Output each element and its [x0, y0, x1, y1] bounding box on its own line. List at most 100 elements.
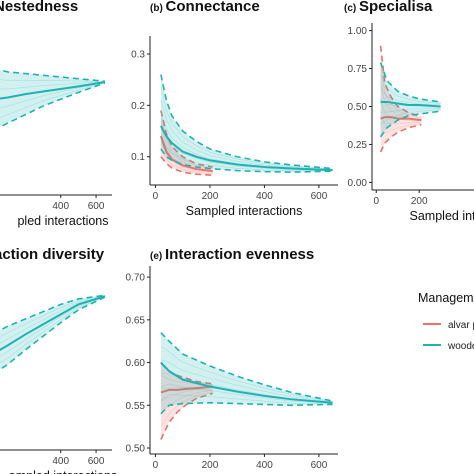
plot-area-a — [0, 69, 106, 128]
ci-upper-wooded — [379, 62, 441, 103]
sample-trace-wooded — [380, 109, 441, 125]
y-tick-label: 0.00 — [348, 178, 368, 189]
ci-upper-wooded — [0, 294, 106, 332]
x-axis-label-a: pled interactions — [17, 214, 108, 228]
sample-trace-alvar — [160, 389, 213, 415]
mean-line-wooded — [0, 81, 106, 100]
panel-a: Nestedness 400 600 pled interactions — [0, 0, 112, 228]
ci-lower-wooded — [0, 82, 106, 128]
x-axis-label-b: Sampled interactions — [186, 204, 303, 218]
ci-lower-wooded — [379, 110, 441, 138]
mean-line-wooded — [0, 295, 106, 351]
mean-line-wooded — [380, 100, 441, 108]
x-tick-label: 600 — [88, 201, 105, 212]
plot-area-c — [379, 45, 441, 153]
legend-label-wooded: woode — [447, 341, 474, 352]
mean-line-alvar — [160, 385, 213, 394]
ci-lower-alvar — [379, 123, 422, 153]
panel-name-c: Specialisa — [359, 0, 433, 15]
y-tick-label: 0.25 — [348, 140, 368, 151]
legend: Managem alvar p woode — [418, 291, 474, 352]
legend-title: Managem — [418, 291, 474, 305]
x-tick-label: 600 — [311, 191, 328, 202]
plot-area-b — [159, 74, 333, 177]
ci-band-wooded — [160, 74, 333, 173]
mean-line-alvar — [380, 116, 422, 122]
sample-trace-wooded — [0, 82, 106, 118]
x-tick-label: 400 — [256, 191, 273, 202]
y-tick-label: 1.00 — [348, 26, 368, 37]
panel-name-e: Interaction evenness — [165, 246, 314, 263]
sample-trace-wooded — [160, 345, 333, 402]
x-tick-label: 0 — [374, 196, 380, 207]
sample-trace-alvar — [160, 388, 213, 402]
sample-trace-alvar — [380, 123, 422, 135]
sample-trace-wooded — [0, 82, 105, 109]
panel-title-b: (b) Connectance — [150, 0, 260, 15]
sample-trace-alvar — [160, 148, 213, 175]
y-tick-label: 0.3 — [131, 49, 145, 60]
ci-band-wooded — [380, 62, 441, 137]
ci-lower-alvar — [160, 156, 213, 177]
y-tick-label: 0.50 — [126, 444, 146, 455]
sample-trace-wooded — [160, 86, 333, 170]
ci-upper-wooded — [0, 69, 106, 83]
sample-trace-alvar — [380, 63, 422, 119]
x-tick-label: 400 — [256, 460, 273, 471]
ci-upper-wooded — [160, 332, 333, 402]
panel-name-b: Connectance — [166, 0, 260, 15]
panel-name-d: action diversity — [0, 246, 105, 263]
y-tick-label: 0.55 — [126, 401, 146, 412]
sample-trace-wooded — [160, 383, 333, 404]
ci-band-wooded — [160, 332, 333, 414]
sample-trace-wooded — [0, 295, 105, 338]
panel-letter-e: (e) — [150, 251, 165, 262]
panel-d: action diversity 400 600 ampled interaction… — [0, 246, 117, 474]
sample-trace-wooded — [160, 394, 333, 405]
panel-name-a: Nestedness — [0, 0, 78, 15]
panel-b: (b) Connectance 0 200 400 600 0.1 0.2 0.3 Sample… — [131, 0, 338, 218]
ci-upper-alvar — [160, 110, 213, 168]
x-tick-label: 200 — [411, 196, 428, 207]
sample-trace-wooded — [0, 296, 106, 357]
sample-trace-wooded — [160, 124, 333, 171]
sample-trace-wooded — [160, 359, 333, 403]
x-axis-label-d: ampled interactions — [9, 469, 117, 474]
y-tick-label: 0.70 — [126, 273, 146, 284]
ci-band-alvar — [160, 110, 213, 176]
plot-area-e — [160, 332, 333, 440]
ci-band-wooded — [0, 70, 105, 127]
sample-trace-wooded — [0, 79, 105, 82]
panel-title-e: (e) Interaction evenness — [150, 246, 314, 263]
panel-c: (c) Specialisa 0 200 0.00 0.25 0.50 0.75 1.00 Sa… — [344, 0, 474, 223]
y-tick-label: 0.1 — [131, 152, 145, 163]
plot-area-d — [0, 294, 106, 371]
legend-item-wooded: woode — [423, 341, 474, 352]
panel-title-a: Nestedness — [0, 0, 78, 15]
x-tick-label: 0 — [153, 460, 159, 471]
y-tick-label: 0.60 — [126, 358, 146, 369]
panel-e: (e) Interaction evenness 0 200 400 600 0.50 0.… — [126, 246, 338, 474]
sample-trace-wooded — [160, 99, 333, 170]
y-tick-label: 0.75 — [348, 64, 368, 75]
mean-line-wooded — [160, 361, 333, 404]
ci-lower-alvar — [160, 392, 213, 440]
panel-letter-c: (c) — [344, 3, 359, 14]
legend-item-alvar: alvar p — [423, 320, 474, 331]
sample-trace-wooded — [380, 87, 441, 106]
sample-trace-alvar — [380, 116, 422, 125]
ci-lower-wooded — [160, 148, 333, 173]
ci-upper-alvar — [160, 362, 213, 385]
x-tick-label: 0 — [153, 191, 159, 202]
x-tick-label: 400 — [52, 201, 69, 212]
sample-trace-wooded — [0, 296, 106, 364]
y-tick-label: 0.50 — [348, 102, 368, 113]
sample-trace-wooded — [380, 74, 441, 104]
ci-lower-wooded — [0, 296, 106, 371]
x-tick-label: 200 — [202, 191, 219, 202]
legend-label-alvar: alvar p — [448, 320, 474, 331]
x-axis-label-c: Sampled inte — [410, 209, 474, 223]
panel-letter-b: (b) — [150, 3, 166, 14]
ci-upper-wooded — [160, 74, 333, 170]
